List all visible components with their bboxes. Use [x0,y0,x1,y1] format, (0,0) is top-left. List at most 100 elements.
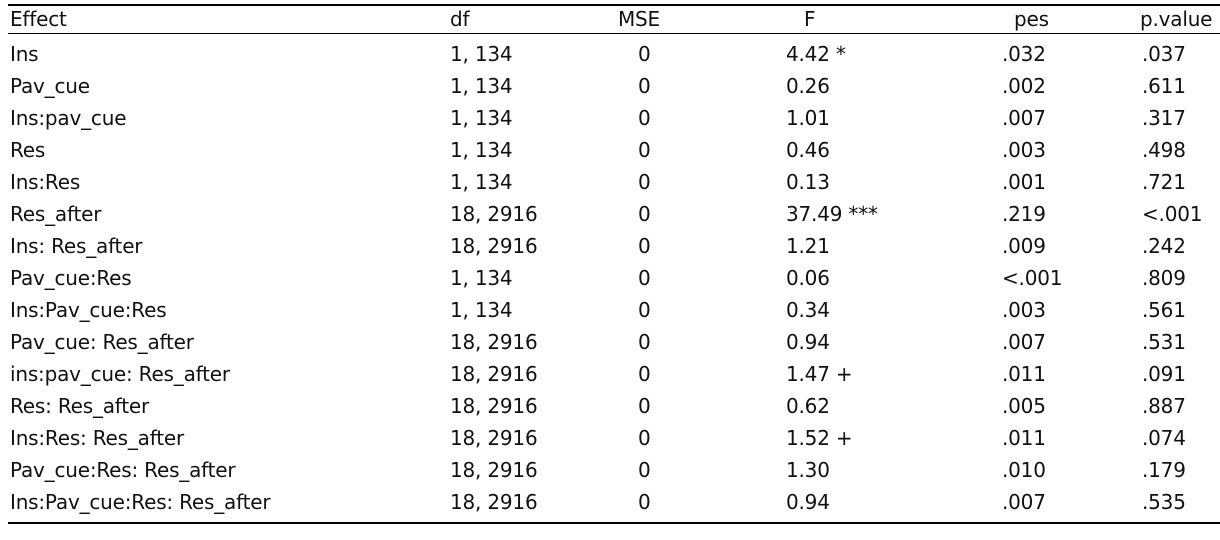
table-row: Ins:Res: Res_after 18, 2916 0 1.52 + .011 .07… [8,422,1220,454]
cell-effect: Pav_cue:Res [10,266,132,290]
cell-mse: 0 [638,202,651,226]
cell-effect: Pav_cue [10,74,90,98]
table-row: Res_after 18, 2916 0 37.49 *** .219 <.001 [8,198,1220,230]
cell-p-value: .535 [1142,490,1186,514]
cell-p-value: .887 [1142,394,1186,418]
cell-f: 0.13 [786,170,830,194]
header-mse: MSE [618,7,660,31]
cell-mse: 0 [638,330,651,354]
cell-pes: .032 [1002,34,1138,71]
cell-pes: .219 [1002,198,1138,230]
cell-p-value: .074 [1142,426,1186,450]
cell-pes: <.001 [1002,262,1138,294]
cell-pes: .009 [1002,230,1138,262]
table-row: Ins:Res 1, 134 0 0.13 .001 .721 [8,166,1220,198]
cell-mse: 0 [638,234,651,258]
cell-p-value: .179 [1142,458,1186,482]
cell-effect: ins:pav_cue: Res_after [10,362,230,386]
cell-p-value: .561 [1142,298,1186,322]
header-f: F [804,7,816,31]
anova-results-table: Effect df MSE F pes p.value Ins 1, 134 0 4.… [8,4,1220,524]
cell-pes: .011 [1002,358,1138,390]
cell-p-value: .317 [1142,106,1186,130]
table-row: Ins:Pav_cue:Res: Res_after 18, 2916 0 0.94.… [8,486,1220,523]
pes-value: .007 [1002,330,1046,354]
cell-df: 1, 134 [450,266,513,290]
cell-f: 4.42 * [786,42,846,66]
pes-value: .001 [1002,170,1046,194]
cell-df: 1, 134 [450,298,513,322]
cell-f: 0.94 [786,490,830,514]
table-row: Pav_cue:Res 1, 134 0 0.06 <.001 .809 [8,262,1220,294]
cell-effect: Ins:Res: Res_after [10,426,184,450]
cell-effect: Pav_cue:Res: Res_after [10,458,236,482]
cell-mse: 0 [638,458,651,482]
pes-value: .219 [1002,202,1046,226]
pes-value: .011 [1002,362,1046,386]
cell-df: 1, 134 [450,42,513,66]
cell-effect: Res: Res_after [10,394,150,418]
cell-pes: .007 [1002,102,1138,134]
cell-f: 0.94 [786,330,830,354]
anova-table-container: Effect df MSE F pes p.value Ins 1, 134 0 4.… [8,4,1220,524]
cell-effect: Ins:Pav_cue:Res [10,298,167,322]
cell-effect: Ins:Res [10,170,81,194]
table-row: Res 1, 134 0 0.46 .003 .498 [8,134,1220,166]
cell-mse: 0 [638,170,651,194]
cell-effect: Res_after [10,202,102,226]
cell-pes: .003 [1002,134,1138,166]
cell-p-value: .721 [1142,170,1186,194]
cell-effect: Ins:pav_cue [10,106,127,130]
cell-df: 1, 134 [450,74,513,98]
table-row: Res: Res_after 18, 2916 0 0.62 .005 .887 [8,390,1220,422]
cell-df: 1, 134 [450,106,513,130]
cell-f: 0.62 [786,394,830,418]
header-p-value: p.value [1140,7,1213,31]
cell-p-value: .809 [1142,266,1186,290]
cell-df: 18, 2916 [450,490,538,514]
cell-pes: .010 [1002,454,1138,486]
cell-df: 18, 2916 [450,202,538,226]
cell-pes: .003 [1002,294,1138,326]
cell-effect: Ins:Pav_cue:Res: Res_after [10,490,271,514]
cell-f: 1.30 [786,458,830,482]
cell-p-value: .242 [1142,234,1186,258]
pes-value: .003 [1002,298,1046,322]
cell-f: 1.47 + [786,362,853,386]
pes-value: .010 [1002,458,1046,482]
cell-mse: 0 [638,74,651,98]
header-df: df [450,7,470,31]
cell-df: 18, 2916 [450,458,538,482]
header-row: Effect df MSE F pes p.value [8,5,1220,34]
cell-p-value: .531 [1142,330,1186,354]
cell-df: 18, 2916 [450,234,538,258]
cell-p-value: .611 [1142,74,1186,98]
pes-value: .007 [1002,490,1046,514]
cell-mse: 0 [638,138,651,162]
pes-value: .011 [1002,426,1046,450]
cell-pes: .007 [1002,326,1138,358]
cell-f: 1.52 + [786,426,853,450]
pes-value: .005 [1002,394,1046,418]
cell-mse: 0 [638,394,651,418]
table-row: Pav_cue:Res: Res_after 18, 2916 0 1.30 .010.… [8,454,1220,486]
cell-f: 1.21 [786,234,830,258]
table-row: Ins:Pav_cue:Res 1, 134 0 0.34 .003 .561 [8,294,1220,326]
cell-df: 18, 2916 [450,362,538,386]
cell-effect: Ins: Res_after [10,234,143,258]
cell-mse: 0 [638,362,651,386]
cell-pes: .001 [1002,166,1138,198]
header-pes: pes [1014,7,1049,31]
cell-p-value: .037 [1142,42,1186,66]
cell-pes: .011 [1002,422,1138,454]
cell-p-value: <.001 [1142,202,1203,226]
pes-value: .002 [1002,74,1046,98]
cell-df: 1, 134 [450,170,513,194]
table-row: ins:pav_cue: Res_after 18, 2916 0 1.47 + .01… [8,358,1220,390]
pes-value: .032 [1002,42,1046,66]
cell-p-value: .498 [1142,138,1186,162]
cell-pes: .005 [1002,390,1138,422]
cell-df: 18, 2916 [450,426,538,450]
cell-effect: Res [10,138,46,162]
table-row: Ins:pav_cue 1, 134 0 1.01 .007 .317 [8,102,1220,134]
